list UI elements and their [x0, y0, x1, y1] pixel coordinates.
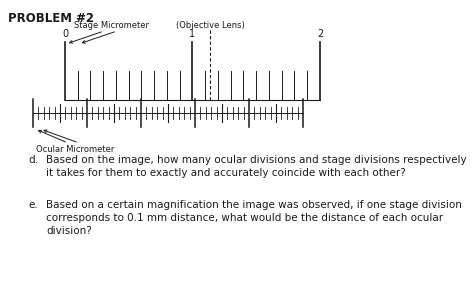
Text: PROBLEM #2: PROBLEM #2	[8, 12, 94, 25]
Text: (Objective Lens): (Objective Lens)	[176, 21, 245, 30]
Text: 0: 0	[62, 29, 68, 39]
Text: corresponds to 0.1 mm distance, what would be the distance of each ocular: corresponds to 0.1 mm distance, what wou…	[46, 213, 443, 223]
Text: Ocular Micrometer: Ocular Micrometer	[36, 145, 114, 154]
Text: 1: 1	[190, 29, 196, 39]
Text: Stage Micrometer: Stage Micrometer	[74, 21, 149, 30]
Text: it takes for them to exactly and accurately coincide with each other?: it takes for them to exactly and accurat…	[46, 168, 406, 178]
Text: 2: 2	[317, 29, 323, 39]
Text: Based on the image, how many ocular divisions and stage divisions respectively: Based on the image, how many ocular divi…	[46, 155, 466, 165]
Text: d.: d.	[28, 155, 38, 165]
Text: division?: division?	[46, 226, 92, 236]
Text: Based on a certain magnification the image was observed, if one stage division: Based on a certain magnification the ima…	[46, 200, 462, 210]
Text: e.: e.	[28, 200, 38, 210]
